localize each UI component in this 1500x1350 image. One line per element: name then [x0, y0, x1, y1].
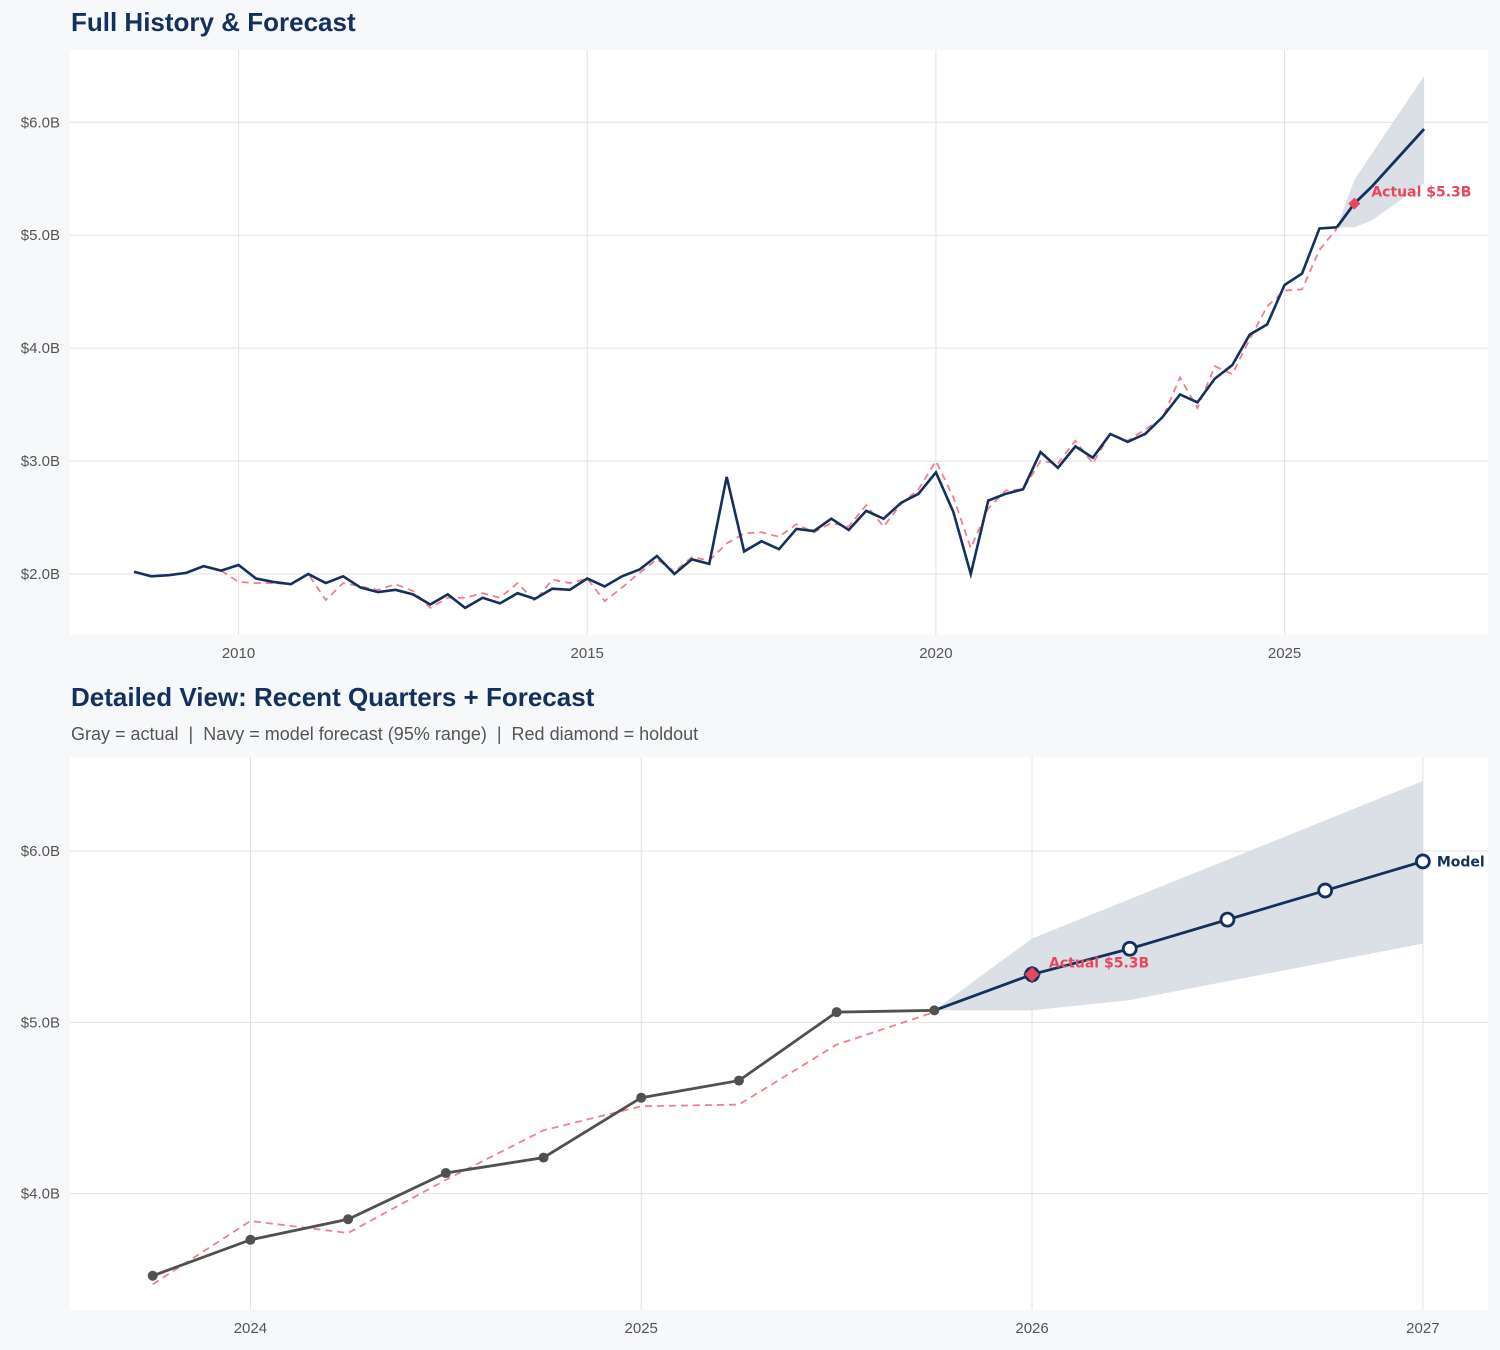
y-tick-label: $3.0B [21, 453, 60, 470]
y-tick-label: $5.0B [21, 1014, 60, 1031]
holdout-label: Actual $5.3B [1049, 955, 1149, 971]
y-tick-label: $6.0B [21, 843, 60, 860]
actual-point [636, 1092, 647, 1103]
x-tick-label: 2027 [1406, 1320, 1439, 1337]
y-tick-label: $4.0B [21, 340, 60, 357]
plot-area [70, 757, 1488, 1310]
y-tick-label: $2.0B [21, 566, 60, 583]
forecast-line [933, 860, 1424, 1012]
y-tick-label: $4.0B [21, 1186, 60, 1203]
y-tick-label: $5.0B [21, 227, 60, 244]
forecast-95-band [934, 780, 1423, 1011]
actual-point [831, 1007, 842, 1018]
forecast-line [1335, 128, 1426, 229]
forecast-point [1317, 882, 1334, 899]
fitted-line [152, 1011, 935, 1286]
top-chart: $2.0B $3.0B $4.0B $5.0B $6.0B 2010 2015 2020 202… [21, 50, 1488, 662]
bottom-chart-title: Detailed View: Recent Quarters + Forecas… [71, 682, 595, 712]
actual-point [538, 1152, 549, 1163]
forecast-point [1414, 853, 1431, 870]
fitted-line [220, 227, 1338, 610]
bottom-chart-subtitle: Gray = actual | Navy = model forecast (9… [71, 724, 698, 744]
actual-point [147, 1270, 158, 1281]
holdout-diamond [1348, 197, 1361, 210]
x-tick-label: 2024 [234, 1320, 267, 1337]
x-tick-label: 2025 [625, 1320, 658, 1337]
actual-point [245, 1234, 256, 1245]
actual-point [440, 1168, 451, 1179]
bottom-chart: $4.0B $5.0B $6.0B 2024 2025 2026 2027 Model Actu… [21, 757, 1488, 1337]
x-tick-label: 2026 [1015, 1320, 1048, 1337]
forecast-95-band [1336, 75, 1425, 228]
y-tick-label: $6.0B [21, 114, 60, 131]
x-tick-label: 2015 [571, 645, 604, 662]
actual-line [133, 226, 1337, 610]
x-tick-label: 2025 [1268, 645, 1301, 662]
x-tick-label: 2020 [919, 645, 952, 662]
holdout-diamond [1023, 965, 1041, 984]
model-label: Model [1437, 854, 1485, 870]
top-chart-title: Full History & Forecast [71, 7, 356, 37]
x-tick-label: 2010 [222, 645, 255, 662]
actual-point [733, 1075, 744, 1086]
plot-area [70, 50, 1488, 635]
actual-point [343, 1214, 354, 1225]
forecast-point [1219, 911, 1236, 928]
actual-point [929, 1005, 940, 1016]
holdout-label: Actual $5.3B [1371, 185, 1471, 201]
forecast-point [1121, 940, 1138, 957]
